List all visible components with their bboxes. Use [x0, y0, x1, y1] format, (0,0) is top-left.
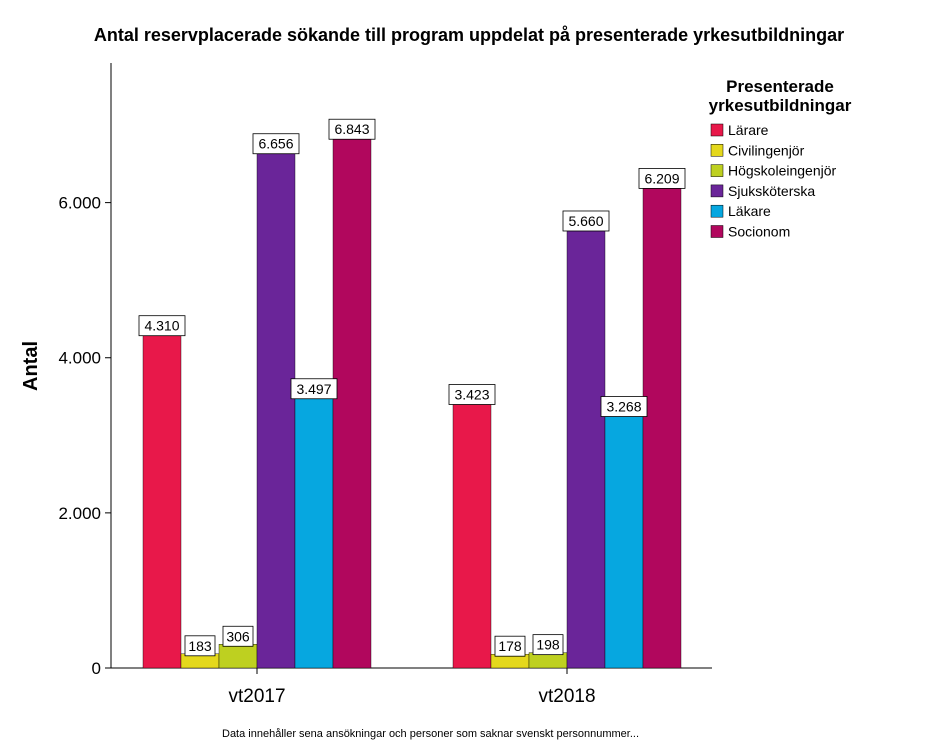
bar — [452, 402, 492, 669]
x-category-label: vt2018 — [538, 686, 595, 707]
legend-item-label: Högskoleingenjör — [728, 163, 837, 179]
bar — [142, 333, 182, 669]
data-label: 183 — [188, 638, 212, 654]
legend-swatch — [710, 204, 724, 218]
data-label: 4.310 — [144, 318, 179, 334]
data-label: 6.656 — [258, 136, 293, 152]
chart-title: Antal reservplacerade sökande till progr… — [94, 25, 844, 45]
legend-title: yrkesutbildningar — [709, 96, 852, 115]
data-label-box — [222, 625, 254, 647]
legend-swatch — [710, 144, 724, 157]
data-label-box — [494, 635, 526, 657]
x-category-label: vt2017 — [228, 686, 285, 707]
data-label: 3.423 — [454, 386, 489, 402]
legend-title: Presenterade — [726, 77, 834, 96]
legend-swatch — [710, 184, 724, 198]
legend-swatch — [710, 123, 724, 137]
data-label-box — [252, 133, 300, 155]
data-label-box — [600, 396, 648, 417]
data-label-box — [562, 210, 610, 232]
data-label-box — [532, 634, 564, 656]
data-label: 3.497 — [296, 381, 331, 397]
legend-item-label: Lärare — [728, 122, 769, 138]
data-label: 5.660 — [568, 213, 603, 229]
legend-swatch — [710, 225, 724, 238]
axes: 0 2.000 4.000 6.000 vt2017 vt2018 — [58, 63, 712, 707]
bar — [294, 396, 334, 669]
data-labels: 4.310 183 306 6.656 3.497 6.843 3.423 178 198 5.6… — [138, 118, 686, 657]
bar — [218, 644, 258, 669]
y-tick-label: 4.000 — [58, 349, 101, 368]
bar — [604, 414, 644, 669]
data-label: 306 — [226, 628, 250, 644]
data-label-box — [138, 315, 186, 337]
data-label-box — [448, 384, 496, 405]
y-tick-label: 2.000 — [58, 504, 101, 523]
footnote: Data innehåller sena ansökningar och per… — [222, 728, 639, 740]
data-label-box — [290, 378, 338, 400]
data-label: 6.209 — [644, 170, 679, 186]
bar — [642, 186, 682, 669]
legend-item-label: Civilingenjör — [728, 142, 805, 158]
bar — [332, 137, 372, 669]
data-label-box — [638, 168, 686, 189]
y-tick-label: 6.000 — [58, 194, 101, 213]
legend-item-label: Socionom — [728, 224, 790, 240]
data-label: 3.268 — [606, 399, 641, 415]
data-label: 178 — [498, 638, 522, 654]
bars — [142, 137, 682, 669]
bar — [566, 228, 606, 669]
legend-item-label: Sjuksköterska — [728, 183, 815, 199]
data-label: 198 — [536, 637, 560, 653]
y-tick-label: 0 — [92, 659, 101, 678]
data-label-box — [184, 635, 216, 657]
data-label-box — [328, 118, 376, 140]
y-axis-label: Antal — [20, 341, 42, 391]
legend-swatch — [710, 164, 724, 177]
bar — [256, 151, 296, 669]
data-label: 6.843 — [334, 121, 369, 137]
legend-item-label: Läkare — [728, 203, 771, 219]
